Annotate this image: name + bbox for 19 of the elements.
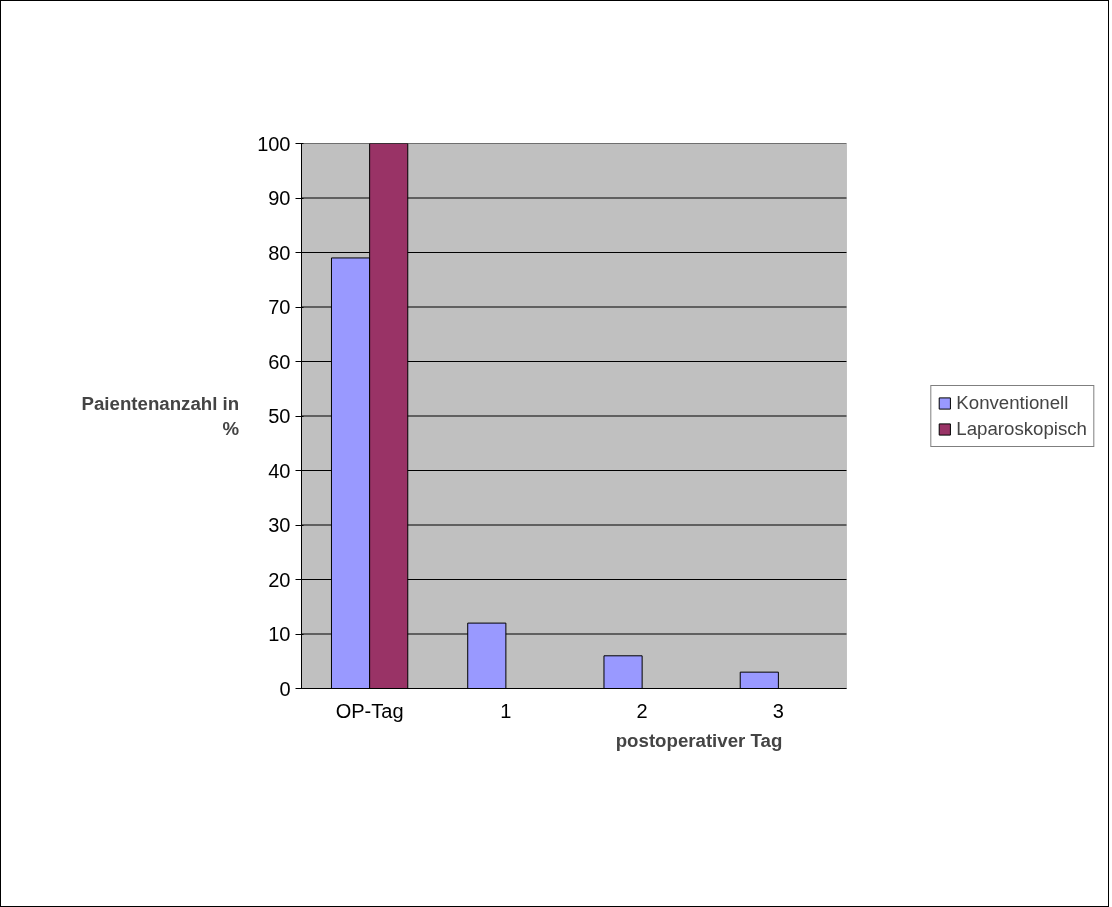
y-tick-label: 80 [268, 241, 291, 264]
y-tick-label: 30 [268, 514, 291, 536]
x-tick-label: 2 [636, 699, 648, 722]
x-tick-label: 1 [500, 699, 512, 722]
y-tick-label: 0 [279, 677, 291, 700]
y-tick-label: 60 [268, 350, 291, 373]
y-tick-label: 40 [268, 459, 291, 482]
x-axis-title: postoperativer Tag [615, 729, 783, 751]
x-tick-label: OP-Tag [335, 699, 404, 722]
legend-label: Konventionell [956, 391, 1069, 414]
x-tick-label: 3 [772, 699, 784, 722]
y-tick-label: 20 [268, 568, 291, 591]
y-axis-title: Paientenanzahl in % [81, 392, 240, 440]
y-tick-label: 10 [268, 623, 291, 645]
y-tick-label: 100 [257, 132, 291, 155]
legend-label: Laparoskopisch [956, 417, 1087, 440]
y-tick-label: 90 [268, 187, 291, 209]
y-tick-label: 70 [268, 296, 291, 318]
y-tick-label: 50 [268, 405, 291, 427]
